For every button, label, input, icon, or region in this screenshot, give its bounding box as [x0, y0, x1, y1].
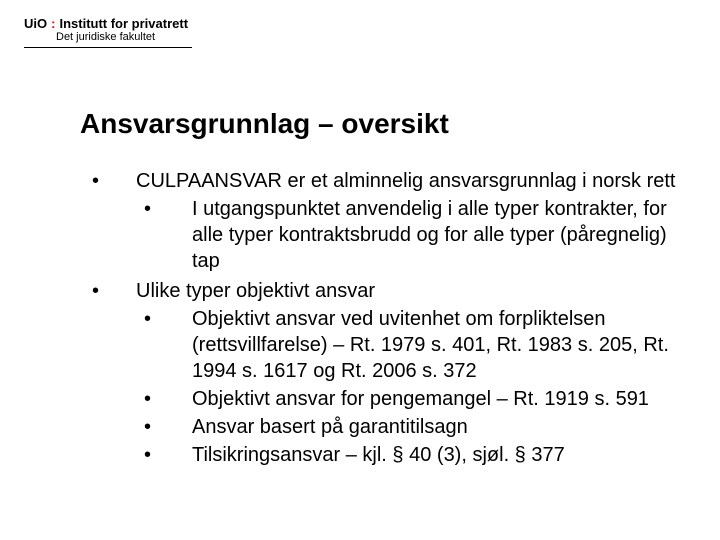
bullet-list-level2: • I utgangspunktet anvendelig i alle typ… [136, 196, 680, 274]
list-item: • Objektivt ansvar ved uvitenhet om forp… [136, 306, 680, 384]
item-text: Tilsikringsansvar – kjl. § 40 (3), sjøl.… [192, 442, 680, 468]
logo-line1: UiO : Institutt for privatrett [24, 16, 192, 31]
item-text: Objektivt ansvar for pengemangel – Rt. 1… [192, 386, 680, 412]
logo-separator: : [51, 16, 55, 31]
logo-faculty: Det juridiske fakultet [24, 31, 192, 43]
bullet-list-level2: • Objektivt ansvar ved uvitenhet om forp… [136, 306, 680, 468]
bullet-icon: • [136, 442, 192, 468]
logo-institute: Institutt for privatrett [59, 16, 188, 31]
item-text: Ulike typer objektivt ansvar [136, 280, 375, 302]
bullet-icon: • [136, 386, 192, 412]
item-text: Ansvar basert på garantitilsagn [192, 414, 680, 440]
item-text: I utgangspunktet anvendelig i alle typer… [192, 196, 680, 274]
item-body: Ulike typer objektivt ansvar • Objektivt… [136, 278, 680, 470]
slide-content: Ansvarsgrunnlag – oversikt • CULPAANSVAR… [80, 108, 680, 472]
bullet-icon: • [80, 278, 136, 470]
slide-title: Ansvarsgrunnlag – oversikt [80, 108, 680, 140]
header-logo: UiO : Institutt for privatrett Det jurid… [24, 16, 192, 48]
item-text: Objektivt ansvar ved uvitenhet om forpli… [192, 306, 680, 384]
item-body: CULPAANSVAR er et alminnelig ansvarsgrun… [136, 168, 680, 276]
bullet-icon: • [136, 414, 192, 440]
list-item: • CULPAANSVAR er et alminnelig ansvarsgr… [80, 168, 680, 276]
list-item: • Tilsikringsansvar – kjl. § 40 (3), sjø… [136, 442, 680, 468]
list-item: • Objektivt ansvar for pengemangel – Rt.… [136, 386, 680, 412]
list-item: • I utgangspunktet anvendelig i alle typ… [136, 196, 680, 274]
bullet-icon: • [136, 306, 192, 384]
item-text: CULPAANSVAR er et alminnelig ansvarsgrun… [136, 170, 676, 192]
bullet-list-level1: • CULPAANSVAR er et alminnelig ansvarsgr… [80, 168, 680, 470]
header-rule [24, 47, 192, 48]
list-item: • Ulike typer objektivt ansvar • Objekti… [80, 278, 680, 470]
list-item: • Ansvar basert på garantitilsagn [136, 414, 680, 440]
bullet-icon: • [80, 168, 136, 276]
logo-prefix: UiO [24, 16, 47, 31]
bullet-icon: • [136, 196, 192, 274]
